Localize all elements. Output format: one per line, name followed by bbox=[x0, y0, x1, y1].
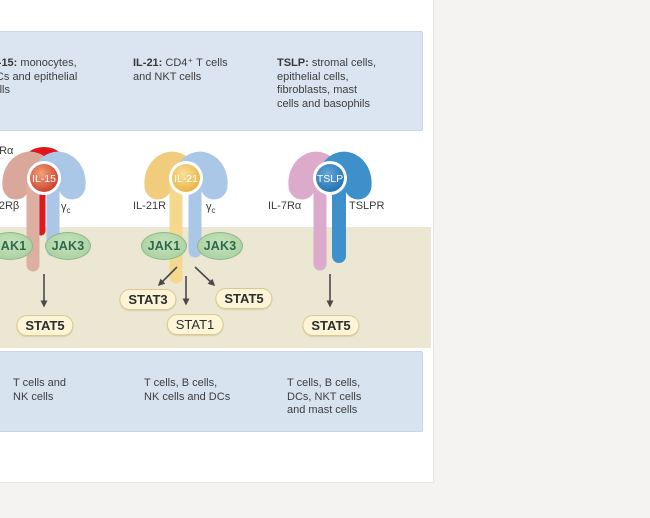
label-gamma-c-1: γc bbox=[61, 201, 71, 215]
source-il21-line2: and NKT cells bbox=[133, 70, 202, 83]
jak3-badge-il21: JAK3 bbox=[197, 232, 243, 260]
stat5-pill-il21: STAT5 bbox=[215, 288, 273, 309]
il21-ligand-label: IL-21 bbox=[174, 173, 198, 185]
gamma-sub: c bbox=[211, 206, 216, 216]
source-tslp-line1: stromal cells, bbox=[308, 57, 377, 69]
source-il15-bold: IL-15: bbox=[0, 57, 18, 69]
target-cells-panel bbox=[0, 351, 423, 432]
target-text-il15: T cells and NK cells bbox=[13, 377, 66, 404]
jak3-badge-il15: JAK3 bbox=[45, 232, 91, 260]
source-il21-bold: IL-21: bbox=[133, 57, 163, 69]
il21-receptor-complex: IL-21 bbox=[144, 151, 228, 284]
source-il21-line1: CD4⁺ T cells bbox=[162, 57, 228, 69]
target-tslp-line2: DCs, NKT cells bbox=[287, 390, 362, 403]
source-il15-line2: DCs and epithelial bbox=[0, 70, 78, 83]
il15-ligand-ball bbox=[30, 164, 58, 192]
target-text-tslp: T cells, B cells, DCs, NKT cells and mas… bbox=[287, 377, 361, 418]
source-tslp-line2: epithelial cells, bbox=[277, 70, 349, 83]
source-tslp-line4: cells and basophils bbox=[277, 97, 370, 110]
jak1-badge-il21: JAK1 bbox=[141, 232, 187, 260]
label-gamma-c-2: γc bbox=[206, 201, 216, 215]
source-il15-line3: cells bbox=[0, 84, 11, 96]
source-tslp-line3: fibroblasts, mast bbox=[277, 84, 358, 96]
figure-canvas: IL-15: monocytes, DCs and epithelial cel… bbox=[0, 0, 434, 483]
receptor-diagram: IL-15 IL-21 TSLP bbox=[2, 147, 372, 308]
label-tslpr: TSLPR bbox=[349, 200, 385, 212]
source-il15-line1: monocytes, bbox=[17, 57, 77, 69]
tslp-ligand-ball bbox=[316, 164, 344, 192]
source-text-il21: IL-21: CD4⁺ T cells and NKT cells bbox=[133, 57, 228, 84]
tslp-receptor-complex: TSLP bbox=[288, 151, 372, 271]
label-il15ra: IL-15Rα bbox=[0, 145, 14, 157]
target-il15-line1: T cells and bbox=[13, 377, 66, 389]
il21-stat5-arrow bbox=[194, 266, 216, 287]
source-text-tslp: TSLP: stromal cells, epithelial cells, f… bbox=[277, 57, 376, 111]
label-il7ra: IL-7Rα bbox=[268, 200, 302, 212]
stat1-pill-il21: STAT1 bbox=[166, 314, 224, 335]
target-text-il21: T cells, B cells, NK cells and DCs bbox=[144, 377, 230, 404]
tslp-ligand-label: TSLP bbox=[317, 173, 343, 185]
stat5-pill-il15: STAT5 bbox=[16, 315, 74, 336]
label-il2rb: IL-2Rβ bbox=[0, 200, 20, 212]
target-tslp-line3: and mast cells bbox=[287, 404, 358, 416]
il15-receptor-complex: IL-15 bbox=[2, 147, 86, 272]
label-il21r: IL-21R bbox=[133, 200, 167, 212]
target-il15-line2: NK cells bbox=[13, 390, 54, 403]
target-il21-line1: T cells, B cells, bbox=[144, 377, 218, 389]
gamma-glyph: γ bbox=[206, 201, 212, 213]
gamma-sub: c bbox=[66, 206, 71, 216]
stat5-pill-tslp: STAT5 bbox=[302, 315, 360, 336]
il15-ligand-label: IL-15 bbox=[32, 173, 56, 185]
target-il21-line2: NK cells and DCs bbox=[144, 390, 231, 403]
stat3-pill-il21: STAT3 bbox=[119, 289, 177, 310]
source-tslp-bold: TSLP: bbox=[277, 57, 309, 69]
target-tslp-line1: T cells, B cells, bbox=[287, 377, 361, 389]
gamma-glyph: γ bbox=[61, 201, 67, 213]
il21-ligand-ball bbox=[172, 164, 200, 192]
signal-arrows bbox=[40, 266, 334, 308]
cytokine-source-panel bbox=[0, 31, 423, 131]
il21-stat3-arrow bbox=[157, 266, 178, 287]
source-text-il15: IL-15: monocytes, DCs and epithelial cel… bbox=[0, 57, 77, 98]
